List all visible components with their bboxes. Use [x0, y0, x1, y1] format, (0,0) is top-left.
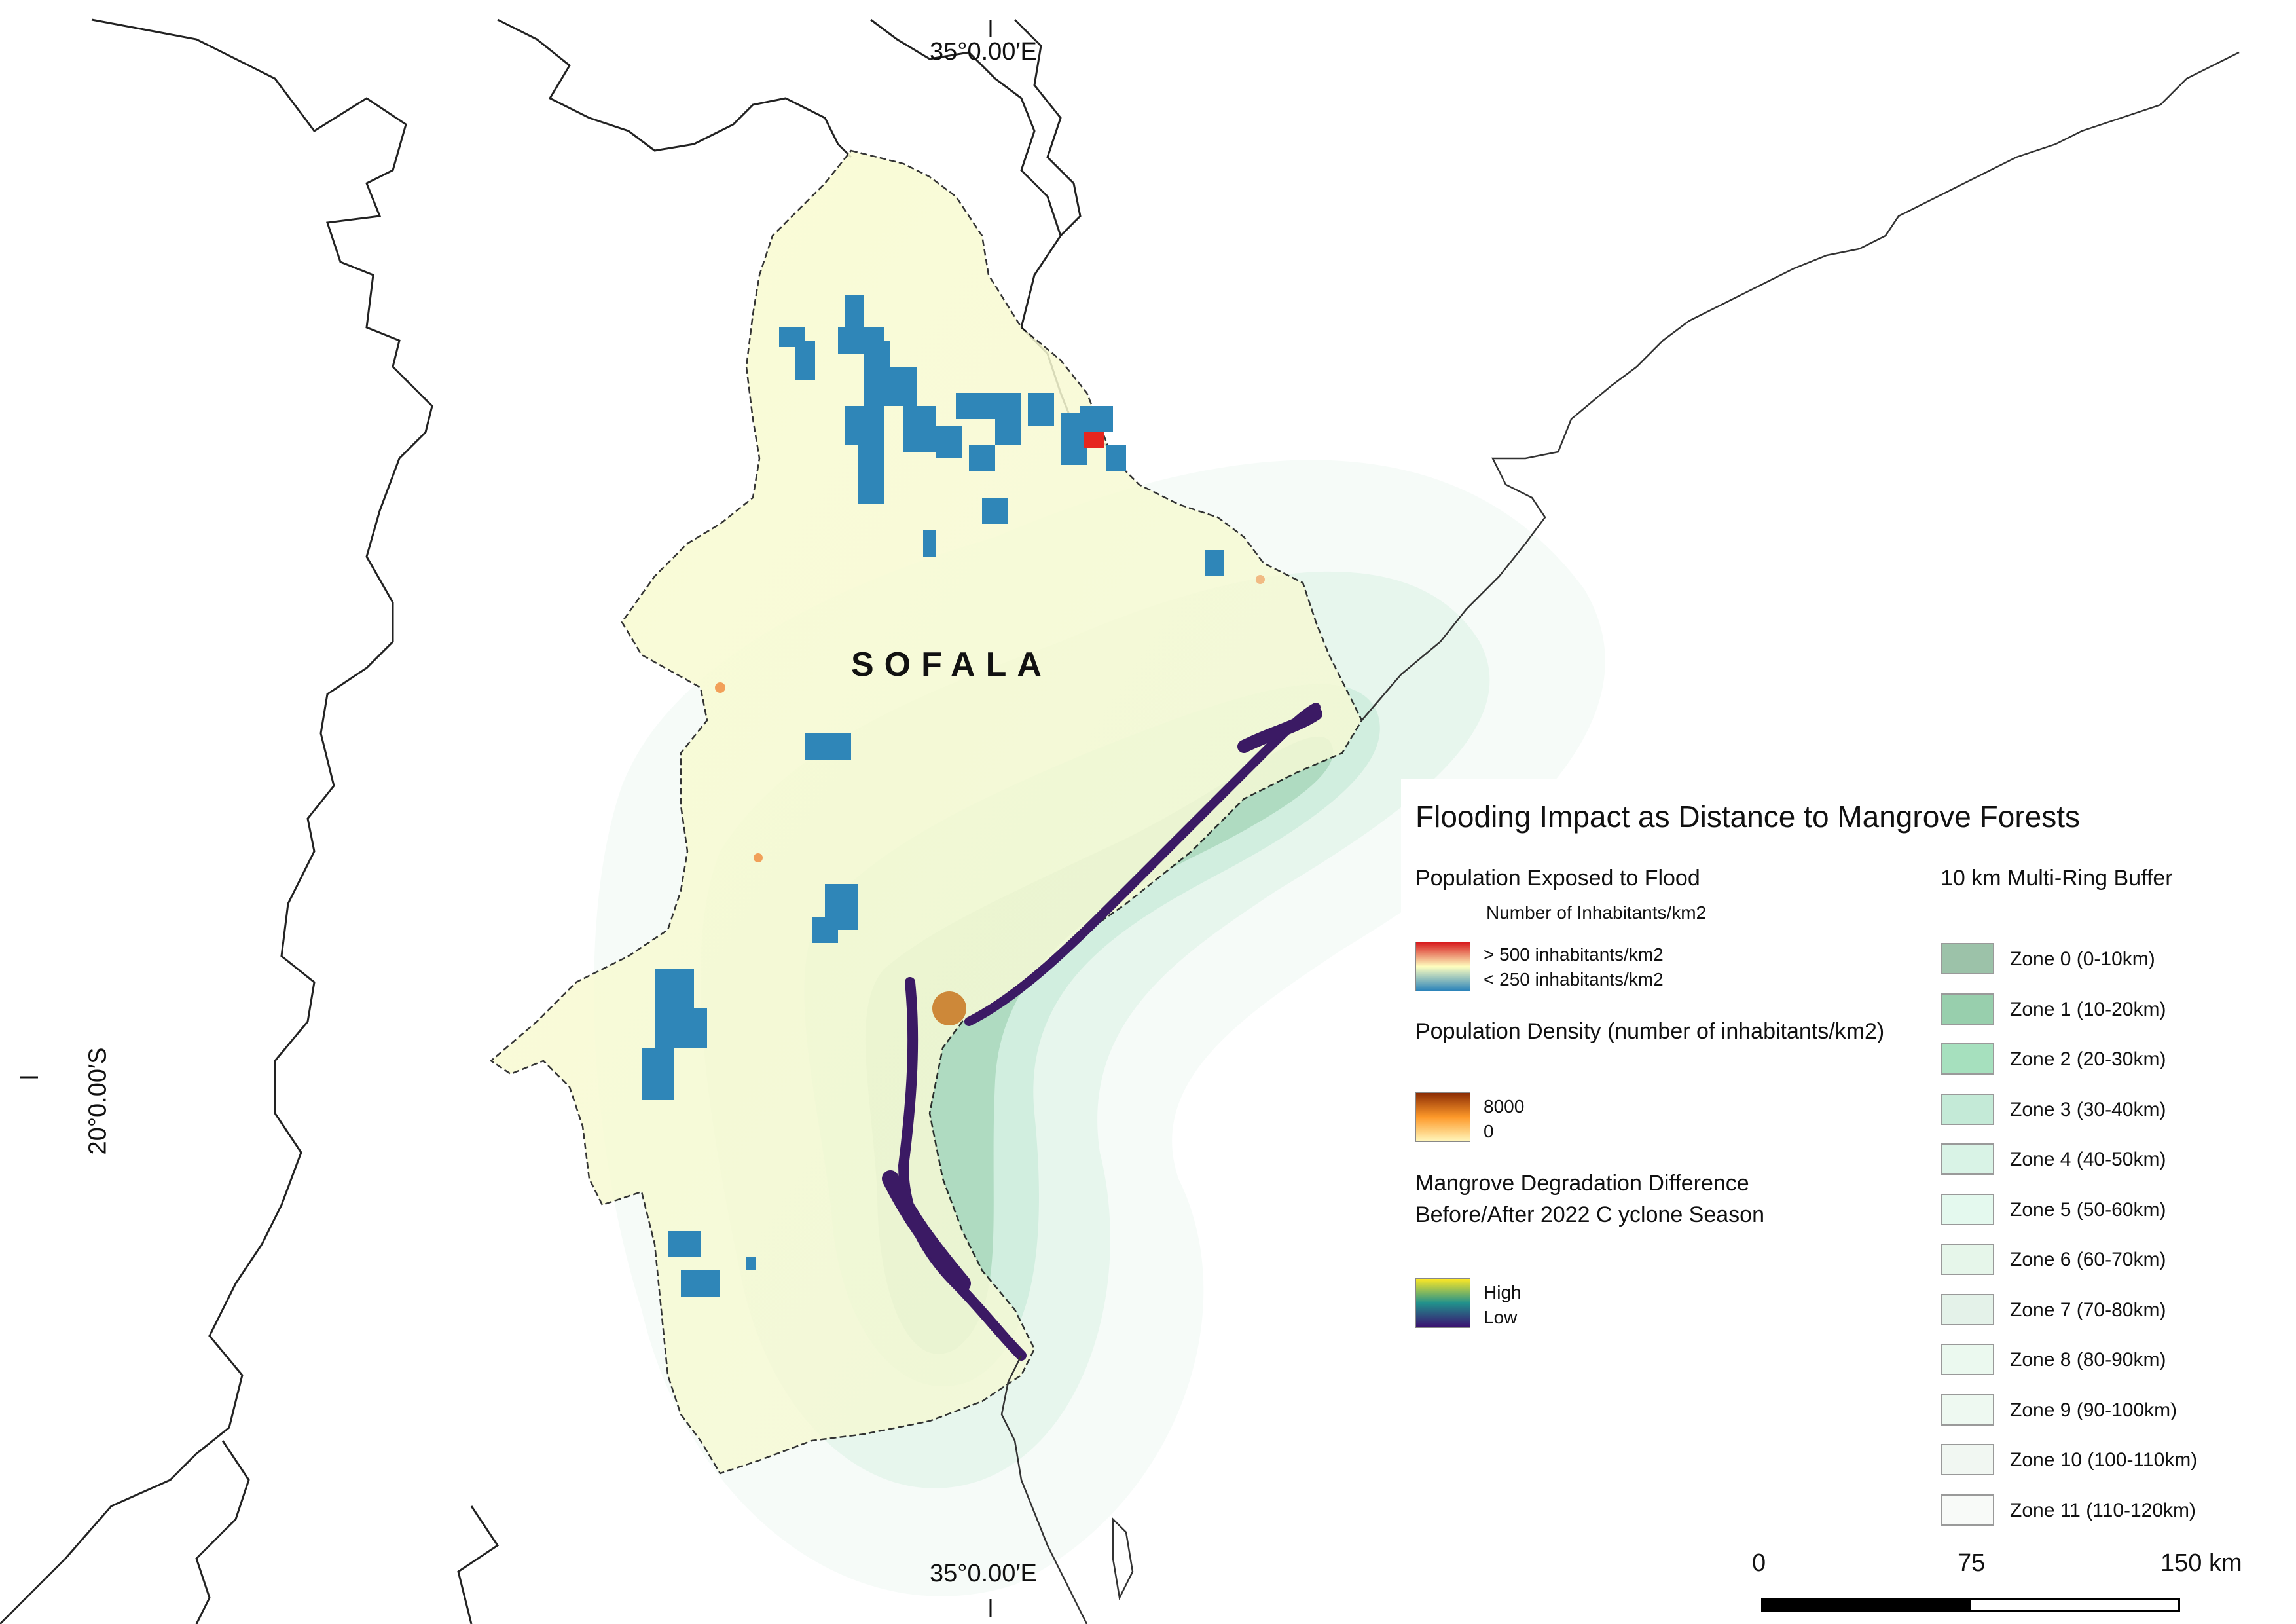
zone-swatch — [1941, 1143, 1994, 1175]
mangrove-high-label: High — [1484, 1282, 1522, 1302]
mangrove-forests — [882, 703, 1322, 1361]
density-min-label: 0 — [1484, 1121, 1494, 1141]
southwest-boundary — [195, 1440, 250, 1624]
scale-label-mid: 75 — [1958, 1549, 1986, 1577]
mangrove-legend-heading-line2: Before/After 2022 C yclone Season — [1415, 1202, 1764, 1227]
town-hotspot — [1256, 575, 1265, 584]
zone-swatch — [1941, 1293, 1994, 1325]
scale-bar — [1761, 1598, 2180, 1612]
mangrove-band — [1237, 707, 1322, 753]
zone-swatch — [1941, 1444, 1994, 1475]
zone-label: Zone 3 (30-40km) — [2010, 1098, 2166, 1120]
zone-label: Zone 11 (110-120km) — [2010, 1499, 2196, 1521]
sofala-province — [489, 149, 1363, 1475]
map-legend: Flooding Impact as Distance to Mangrove … — [1401, 779, 2296, 1624]
flood-cluster — [995, 393, 1021, 445]
mangrove-band — [882, 1170, 971, 1292]
zone-swatch — [1941, 1093, 1994, 1125]
flood-cluster — [982, 498, 1008, 524]
latitude-label-left: 20°0.00′S — [84, 1047, 112, 1155]
northern-river-boundary-2 — [1013, 18, 1082, 237]
flood-cluster — [845, 406, 884, 445]
flood-cluster — [746, 1257, 756, 1270]
longitude-label-top: 35°0.00′E — [930, 38, 1037, 65]
flood-cluster — [1205, 550, 1224, 576]
zone-swatch — [1941, 993, 1994, 1025]
scale-bar-white-segment — [1971, 1600, 2178, 1610]
scale-label-zero: 0 — [1752, 1549, 1766, 1577]
flood-cluster — [864, 341, 890, 406]
zone-label: Zone 10 (100-110km) — [2010, 1449, 2198, 1471]
zone-label: Zone 4 (40-50km) — [2010, 1149, 2166, 1170]
zone-label: Zone 7 (70-80km) — [2010, 1299, 2166, 1321]
flood-cluster — [858, 445, 884, 504]
flood-legend-heading: Population Exposed to Flood — [1415, 866, 1700, 891]
flood-cluster — [1106, 445, 1126, 471]
western-boundary — [0, 18, 433, 1624]
flood-cluster — [795, 341, 815, 380]
scale-label-end: 150 km — [2160, 1549, 2242, 1577]
zone-label: Zone 8 (80-90km) — [2010, 1349, 2166, 1371]
zone-label: Zone 6 (60-70km) — [2010, 1249, 2166, 1270]
longitude-label-bottom: 35°0.00′E — [930, 1560, 1037, 1587]
zone-swatch — [1941, 1043, 1994, 1075]
buffer-legend-heading: 10 km Multi-Ring Buffer — [1941, 866, 2173, 891]
flood-cluster — [1028, 393, 1054, 426]
beira-hotspot — [932, 991, 966, 1025]
flood-cluster — [1080, 406, 1113, 432]
zone-label: Zone 0 (0-10km) — [2010, 948, 2155, 970]
town-hotspot — [715, 682, 725, 693]
flood-high-exposure — [1084, 432, 1104, 448]
mangrove-low-label: Low — [1484, 1307, 1518, 1327]
town-hotspot — [754, 853, 763, 862]
legend-title: Flooding Impact as Distance to Mangrove … — [1415, 800, 2081, 834]
mangrove-legend-heading-line1: Mangrove Degradation Difference — [1415, 1171, 1749, 1196]
population-density-hotspots — [715, 432, 1265, 1025]
flood-low-label: < 250 inhabitants/km2 — [1484, 969, 1664, 989]
flood-cluster — [681, 1008, 707, 1048]
flood-cluster — [923, 530, 936, 557]
flood-exposure-areas — [642, 295, 1224, 1297]
flood-cluster — [903, 406, 936, 452]
density-color-ramp — [1415, 1092, 1470, 1142]
zone-label: Zone 5 (50-60km) — [2010, 1198, 2166, 1221]
zone-label: Zone 9 (90-100km) — [2010, 1399, 2178, 1421]
flood-high-label: > 500 inhabitants/km2 — [1484, 944, 1664, 965]
flood-cluster — [642, 1048, 674, 1100]
zone-label: Zone 1 (10-20km) — [2010, 998, 2166, 1020]
flood-cluster — [936, 426, 962, 458]
flood-cluster — [969, 445, 995, 471]
zone-swatch — [1941, 1393, 1994, 1426]
flood-cluster — [668, 1231, 701, 1257]
flood-cluster — [805, 733, 851, 760]
flood-legend-subheading: Number of Inhabitants/km2 — [1486, 902, 1707, 923]
zone-swatch — [1941, 943, 1994, 974]
density-legend-heading: Population Density (number of inhabitant… — [1415, 1019, 1885, 1044]
scale-bar-black-segment — [1763, 1600, 1971, 1610]
region-label-sofala: SOFALA — [851, 646, 1052, 684]
flood-cluster — [956, 393, 995, 419]
mangrove-color-ramp — [1415, 1278, 1470, 1328]
flood-cluster — [681, 1270, 720, 1297]
coastline-south — [1000, 1355, 1088, 1624]
density-max-label: 8000 — [1484, 1096, 1525, 1116]
zone-swatch — [1941, 1193, 1994, 1225]
admin-boundaries — [0, 18, 1107, 1624]
coastline-northeast — [1361, 51, 2240, 721]
inner-boundary — [497, 18, 852, 158]
flood-cluster — [812, 917, 838, 943]
flood-cluster — [890, 367, 917, 406]
buffer-zone-core — [865, 736, 1334, 1354]
zone-label: Zone 2 (20-30km) — [2010, 1048, 2166, 1070]
zone-swatch — [1941, 1494, 1994, 1526]
island-south — [1112, 1517, 1134, 1600]
southern-boundary — [457, 1505, 500, 1624]
flood-color-ramp — [1415, 942, 1470, 991]
zone-swatch — [1941, 1244, 1994, 1275]
zone-swatch — [1941, 1344, 1994, 1375]
